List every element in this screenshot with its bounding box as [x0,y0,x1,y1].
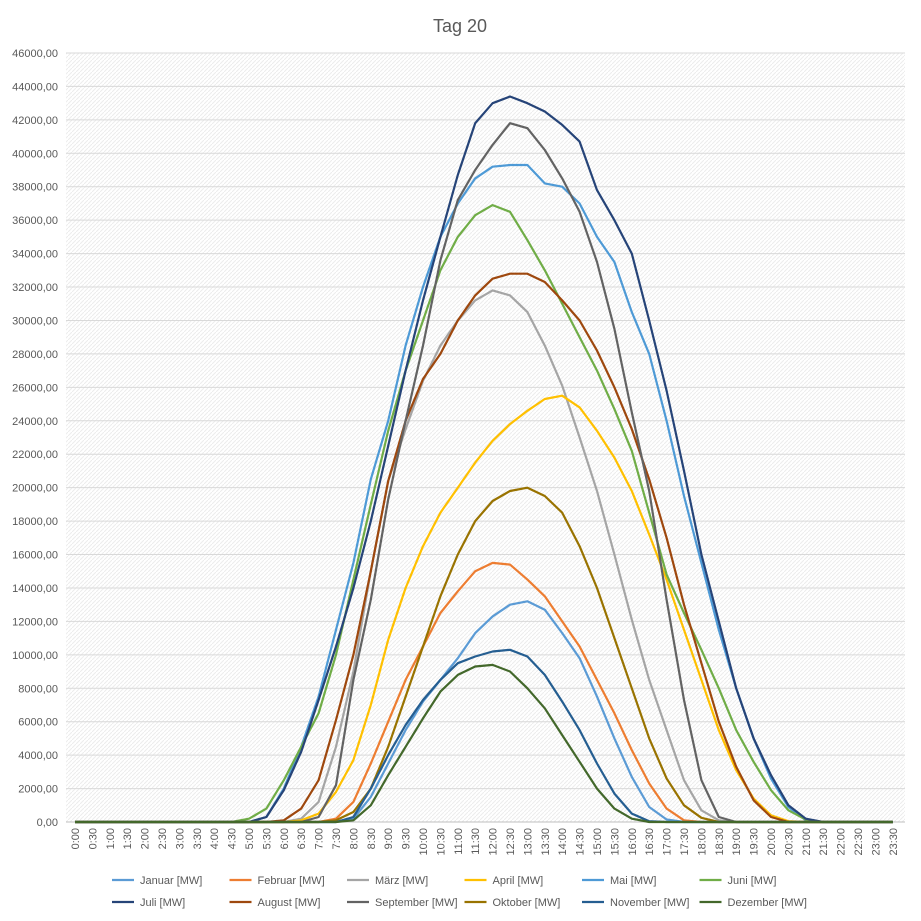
x-tick-label: 20:30 [783,828,795,856]
x-tick-label: 0:00 [70,828,82,849]
y-tick-label: 34000,00 [12,249,58,261]
x-tick-label: 14:00 [557,828,569,856]
x-tick-label: 15:00 [592,828,604,856]
x-tick-label: 13:30 [540,828,552,856]
plot-area [66,53,905,822]
x-tick-label: 11:30 [470,828,482,855]
y-tick-label: 0,00 [37,817,58,829]
x-tick-label: 23:30 [888,828,900,856]
x-tick-label: 6:30 [296,828,308,849]
y-tick-label: 8000,00 [18,683,58,695]
x-tick-label: 19:30 [749,828,761,856]
x-tick-label: 16:00 [627,828,639,856]
y-tick-label: 28000,00 [12,349,58,361]
y-tick-label: 32000,00 [12,282,58,294]
x-tick-label: 5:30 [261,828,273,849]
x-tick-label: 18:30 [714,828,726,856]
y-tick-label: 16000,00 [12,550,58,562]
series-line [75,663,893,824]
x-tick-label: 2:00 [140,828,152,849]
x-tick-label: 23:00 [870,828,882,856]
legend-label: Juli [MW] [140,897,185,909]
x-tick-label: 3:00 [174,828,186,849]
y-tick-label: 22000,00 [12,449,58,461]
y-tick-label: 14000,00 [12,583,58,595]
x-tick-label: 7:00 [314,828,326,849]
x-tick-label: 19:00 [731,828,743,856]
legend-label: Mai [MW] [610,875,656,887]
x-tick-label: 1:00 [105,828,117,849]
x-tick-label: 10:30 [435,828,447,856]
x-tick-label: 9:00 [383,828,395,849]
x-tick-label: 20:00 [766,828,778,856]
x-tick-label: 8:00 [348,828,360,849]
legend-label: Dezember [MW] [728,897,807,909]
x-tick-label: 4:00 [209,828,221,849]
legend-label: August [MW] [258,897,321,909]
x-tick-label: 0:30 [87,828,99,849]
y-tick-label: 44000,00 [12,81,58,93]
y-tick-label: 24000,00 [12,416,58,428]
legend-label: März [MW] [375,875,428,887]
x-tick-label: 3:30 [192,828,204,849]
legend-label: September [MW] [375,897,458,909]
legend-label: April [MW] [493,875,544,887]
x-tick-label: 16:30 [644,828,656,856]
x-tick-label: 8:30 [366,828,378,849]
x-tick-label: 9:30 [401,828,413,849]
y-tick-label: 2000,00 [18,784,58,796]
y-tick-label: 12000,00 [12,616,58,628]
y-tick-label: 46000,00 [12,48,58,60]
legend-label: Oktober [MW] [493,897,561,909]
x-tick-label: 22:30 [853,828,865,856]
legend-label: November [MW] [610,897,689,909]
y-tick-label: 30000,00 [12,315,58,327]
x-tick-label: 13:00 [522,828,534,856]
x-tick-label: 4:30 [227,828,239,849]
legend-label: Februar [MW] [258,875,325,887]
y-tick-label: 26000,00 [12,382,58,394]
x-tick-label: 21:00 [801,828,813,856]
y-tick-label: 20000,00 [12,483,58,495]
y-tick-label: 18000,00 [12,516,58,528]
chart-title: Tag 20 [433,16,487,36]
y-tick-label: 40000,00 [12,148,58,160]
y-tick-label: 38000,00 [12,182,58,194]
y-tick-label: 6000,00 [18,717,58,729]
x-tick-label: 17:30 [679,828,691,856]
x-tick-label: 7:30 [331,828,343,849]
legend-label: Januar [MW] [140,875,202,887]
x-tick-label: 10:00 [418,828,430,856]
legend-label: Juni [MW] [728,875,777,887]
x-tick-label: 11:00 [453,828,465,855]
x-tick-label: 12:00 [488,828,500,856]
y-tick-label: 10000,00 [12,650,58,662]
x-tick-label: 5:00 [244,828,256,849]
x-tick-label: 21:30 [818,828,830,856]
x-tick-label: 15:30 [609,828,621,856]
x-tick-label: 12:30 [505,828,517,856]
x-tick-label: 6:00 [279,828,291,849]
x-tick-label: 17:00 [662,828,674,856]
x-tick-label: 14:30 [575,828,587,856]
x-tick-label: 18:00 [696,828,708,856]
x-tick-label: 2:30 [157,828,169,849]
x-tick-label: 22:00 [836,828,848,856]
x-tick-label: 1:30 [122,828,134,849]
y-tick-label: 42000,00 [12,115,58,127]
y-tick-label: 4000,00 [18,750,58,762]
y-tick-label: 36000,00 [12,215,58,227]
